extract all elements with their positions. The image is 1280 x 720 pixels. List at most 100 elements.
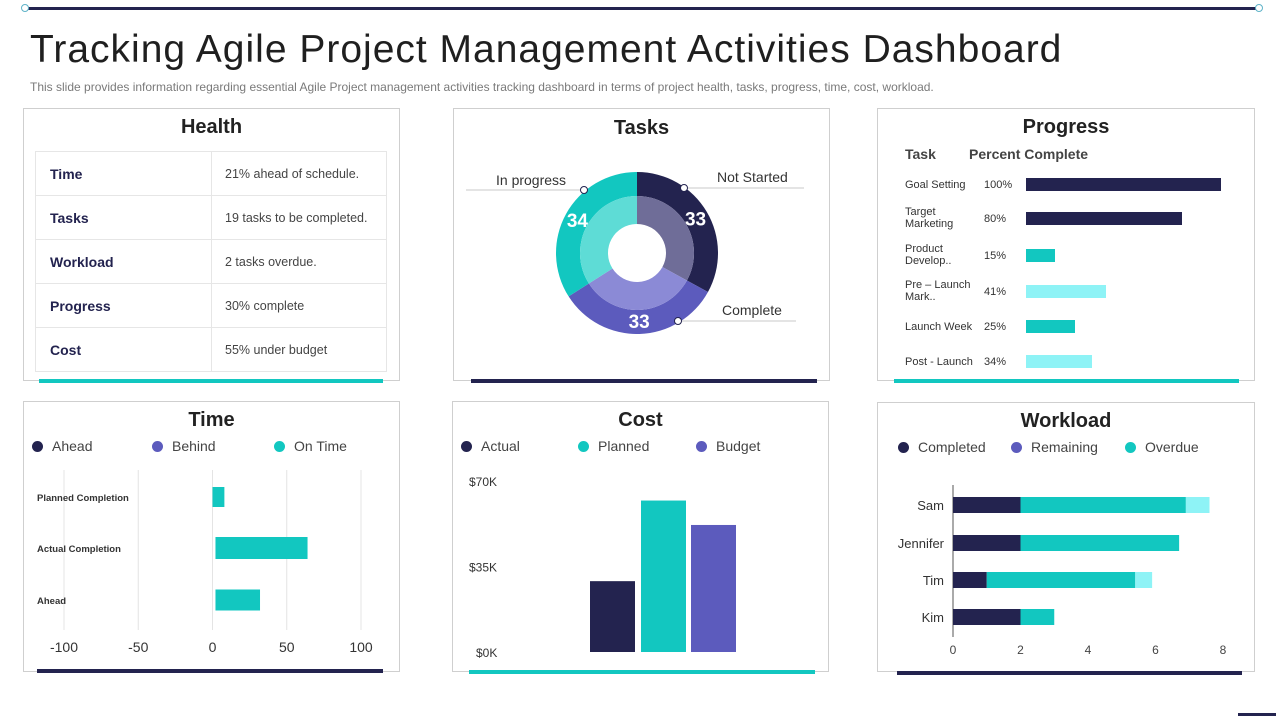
- tasks-panel: Tasks 33 33 34 In progress Not Started Com…: [453, 108, 830, 383]
- workload-bar-segment: [1135, 572, 1153, 588]
- cost-panel: Cost Actual Planned Budget $70K $35K $0K: [452, 401, 829, 674]
- workload-title: Workload: [1020, 410, 1112, 432]
- legend-dot-icon: [1125, 441, 1136, 453]
- time-category-label: Planned Completion: [37, 493, 129, 504]
- workload-bar-segment: [953, 535, 1021, 551]
- tasks-leader-dot: [580, 186, 588, 194]
- workload-category-label: Kim: [922, 610, 944, 625]
- bottom-rule: [1238, 713, 1276, 716]
- health-table: Time 21% ahead of schedule. Tasks 19 tasks …: [35, 151, 387, 372]
- progress-title: Progress: [1022, 116, 1110, 138]
- workload-bar-segment: [1020, 497, 1186, 513]
- progress-percent-label: 15%: [984, 250, 1007, 262]
- time-tick-label: 0: [209, 639, 217, 655]
- legend-dot-icon: [274, 440, 285, 452]
- health-row: Time 21% ahead of schedule.: [35, 151, 387, 196]
- cost-tick-label: $0K: [476, 646, 497, 660]
- health-row-value: 21% ahead of schedule.: [211, 151, 387, 196]
- workload-bar-segment: [953, 572, 987, 588]
- progress-bar: [1026, 178, 1221, 191]
- top-rule-right-dot: [1255, 4, 1263, 12]
- health-row: Tasks 19 tasks to be completed.: [35, 195, 387, 240]
- health-row: Workload 2 tasks overdue.: [35, 239, 387, 284]
- progress-bar: [1026, 320, 1075, 333]
- cost-tick-label: $35K: [469, 561, 497, 575]
- time-accent-bar: [37, 669, 383, 673]
- workload-bar-segment: [1185, 497, 1210, 513]
- workload-accent-bar: [897, 671, 1242, 675]
- time-tick-label: -50: [128, 639, 148, 655]
- workload-bar-segment: [986, 572, 1136, 588]
- progress-bar: [1026, 355, 1093, 368]
- workload-bar-segment: [953, 497, 1021, 513]
- workload-legend-remaining: Remaining: [1011, 439, 1098, 455]
- progress-bar: [1026, 285, 1106, 298]
- health-accent-bar: [39, 379, 383, 383]
- tasks-slice-label: 34: [567, 211, 589, 232]
- legend-dot-icon: [32, 440, 43, 452]
- tasks-slice-inner: [637, 196, 695, 281]
- workload-legend-completed: Completed: [898, 439, 986, 455]
- tasks-leader-dot: [674, 317, 682, 325]
- time-tick-label: 100: [349, 639, 373, 655]
- top-rule: [25, 7, 1259, 10]
- time-tick-label: -100: [50, 639, 78, 655]
- tasks-accent-bar: [471, 379, 817, 383]
- time-title: Time: [188, 409, 235, 431]
- workload-tick-label: 2: [1017, 643, 1024, 657]
- cost-bar: [641, 500, 686, 652]
- workload-bar-segment: [1020, 609, 1055, 625]
- time-category-label: Ahead: [37, 596, 66, 607]
- legend-dot-icon: [461, 440, 472, 452]
- tasks-slice-outer: [637, 172, 718, 293]
- page-title: Tracking Agile Project Management Activi…: [30, 28, 1063, 71]
- progress-task-label: Target Marketing: [905, 206, 954, 230]
- progress-task-label: Launch Week: [905, 321, 973, 333]
- cost-bar: [691, 524, 736, 652]
- workload-tick-label: 4: [1085, 643, 1092, 657]
- workload-category-label: Jennifer: [898, 536, 945, 551]
- progress-task-label: Product Develop..: [905, 243, 952, 267]
- health-row-label: Time: [35, 151, 212, 196]
- time-bar: [215, 589, 261, 611]
- cost-accent-bar: [469, 670, 815, 674]
- legend-dot-icon: [1011, 441, 1022, 453]
- tasks-label-complete: Complete: [722, 302, 782, 318]
- time-tick-label: 50: [279, 639, 295, 655]
- tasks-slice-label: 33: [685, 209, 706, 230]
- progress-bar: [1026, 212, 1182, 225]
- time-bar: [215, 537, 308, 559]
- cost-bar-chart: $70K $35K $0K: [469, 475, 736, 660]
- progress-col-percent: Percent Complete: [969, 146, 1089, 162]
- workload-category-label: Sam: [917, 498, 944, 513]
- legend-dot-icon: [696, 440, 707, 452]
- cost-title: Cost: [618, 409, 663, 431]
- progress-task-label: Goal Setting: [905, 179, 966, 191]
- progress-bar: [1026, 249, 1056, 262]
- progress-percent-label: 34%: [984, 356, 1007, 368]
- cost-legend-budget: Budget: [696, 438, 760, 454]
- progress-accent-bar: [894, 379, 1239, 383]
- progress-percent-label: 25%: [984, 321, 1007, 333]
- legend-dot-icon: [898, 441, 909, 453]
- workload-bar-segment: [953, 609, 1021, 625]
- cost-bar: [590, 581, 635, 652]
- health-row-label: Cost: [35, 327, 212, 372]
- time-category-label: Actual Completion: [37, 544, 121, 555]
- legend-dot-icon: [152, 440, 163, 452]
- workload-bar-chart: 0 2 4 6 8 Sam Jennifer Tim Kim: [898, 485, 1227, 657]
- progress-col-task: Task: [905, 146, 936, 162]
- tasks-label-in-progress: In progress: [496, 172, 567, 188]
- workload-bar-segment: [1020, 535, 1180, 551]
- health-title: Health: [180, 116, 243, 138]
- legend-dot-icon: [578, 440, 589, 452]
- workload-category-label: Tim: [923, 573, 944, 588]
- time-bar: [212, 487, 225, 507]
- health-row: Cost 55% under budget: [35, 327, 387, 372]
- health-row-label: Workload: [35, 239, 212, 284]
- tasks-slice-inner: [579, 196, 637, 284]
- workload-tick-label: 0: [950, 643, 957, 657]
- health-row-label: Tasks: [35, 195, 212, 240]
- cost-tick-label: $70K: [469, 475, 497, 489]
- time-bar-chart: -100 -50 0 50 100 Planned Completion Actual Co…: [37, 470, 373, 655]
